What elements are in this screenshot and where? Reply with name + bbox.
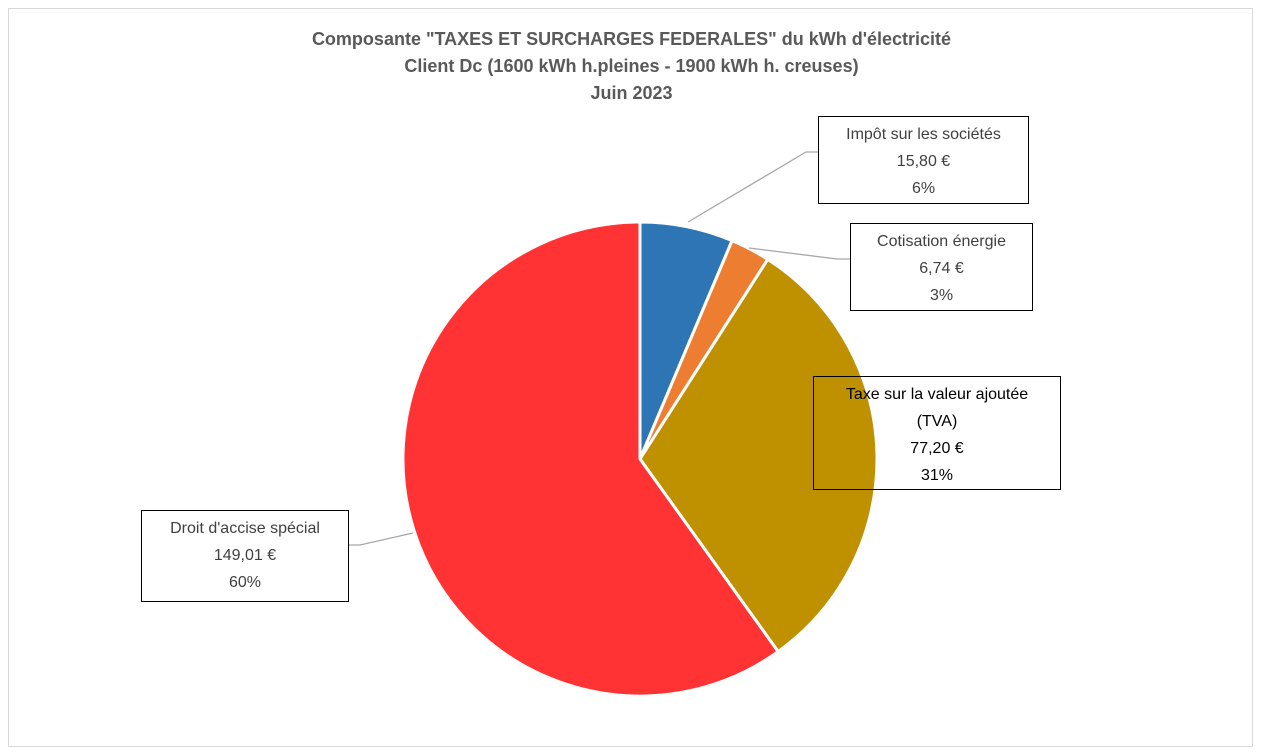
data-label-tva-name-2: (TVA): [916, 413, 958, 430]
data-label-cotisation-percent: 3%: [929, 287, 954, 304]
chart-title-line-1: Composante "TAXES ET SURCHARGES FEDERALE…: [311, 29, 952, 49]
data-label-tva-value: 77,20 €: [910, 440, 964, 457]
data-label-accise-percent: 60%: [228, 574, 262, 591]
data-label-cotisation-name: Cotisation énergie: [877, 233, 1006, 250]
data-label-cotisation-value: 6,74 €: [919, 260, 964, 277]
data-label-accise-value: 149,01 €: [213, 547, 277, 564]
leader-line-accise: [348, 532, 414, 546]
data-label-impot-name: Impôt sur les sociétés: [846, 126, 1001, 143]
chart-title-line-2: Client Dc (1600 kWh h.pleines - 1900 kWh…: [404, 56, 859, 76]
pie-slices: [401, 220, 879, 698]
data-label-accise-name: Droit d'accise spécial: [170, 520, 320, 537]
pie-slice-tva: [638, 257, 879, 654]
data-label-tva: Taxe sur la valeur ajoutée (TVA) 77,20 €…: [813, 376, 1061, 490]
leader-lines: [348, 151, 850, 546]
data-label-impot-percent: 6%: [911, 180, 936, 197]
data-label-accise: Droit d'accise spécial 149,01 € 60%: [141, 510, 349, 602]
data-label-impot: Impôt sur les sociétés 15,80 € 6%: [818, 116, 1029, 204]
data-label-cotisation: Cotisation énergie 6,74 € 3%: [850, 223, 1033, 311]
data-label-tva-percent: 31%: [920, 467, 954, 484]
chart-title-line-3: Juin 2023: [590, 83, 673, 103]
data-label-tva-name-1: Taxe sur la valeur ajoutée: [845, 386, 1029, 403]
leader-line-impot: [687, 151, 818, 223]
pie-slice-accise: [401, 220, 780, 698]
chart-title: Composante "TAXES ET SURCHARGES FEDERALE…: [0, 26, 1263, 107]
data-label-impot-value: 15,80 €: [896, 153, 951, 170]
leader-line-cotisation: [748, 247, 850, 260]
